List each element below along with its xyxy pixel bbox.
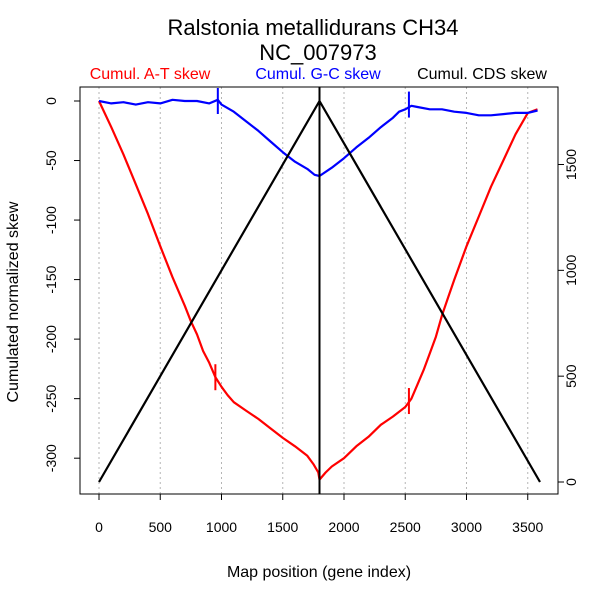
y-left-tick-label: -200: [43, 325, 59, 353]
x-tick-label: 2500: [390, 519, 421, 535]
x-axis-label: Map position (gene index): [227, 564, 411, 581]
y-right-tick-label: 0: [563, 478, 579, 486]
y-left-tick-label: -300: [43, 444, 59, 472]
x-tick-label: 3500: [512, 519, 543, 535]
series-layer: [98, 87, 541, 494]
series-line-0: [98, 100, 538, 481]
x-tick-label: 2000: [328, 519, 359, 535]
y-left-tick-label: -250: [43, 384, 59, 412]
y-left-tick-label: -50: [43, 150, 59, 170]
x-tick-label: 0: [95, 519, 103, 535]
y-left-tick-label: -150: [43, 265, 59, 293]
y-right-tick-label: 1000: [563, 255, 579, 286]
y-axis-label: Cumulated normalized skew: [5, 201, 22, 402]
chart-subtitle: NC_007973: [259, 40, 376, 65]
y-left-tick-label: 0: [43, 97, 59, 105]
markers-layer: [214, 88, 410, 415]
y-left-tick-label: -100: [43, 206, 59, 234]
x-tick-label: 500: [149, 519, 173, 535]
y-right-tick-label: 500: [563, 364, 579, 388]
legend-at-label: Cumul. A-T skew: [90, 66, 211, 83]
y-right-axis: 0 500 1000 1500: [558, 149, 579, 486]
series-line-1: [98, 98, 538, 178]
x-axis: 0 500 1000 1500 2000 2500 3000 3500: [95, 493, 544, 535]
x-tick-label: 1500: [267, 519, 298, 535]
x-tick-label: 3000: [451, 519, 482, 535]
x-tick-label: 1000: [206, 519, 237, 535]
grid-lines: [98, 87, 529, 494]
legend-cds-label: Cumul. CDS skew: [417, 66, 547, 83]
chart-title: Ralstonia metallidurans CH34: [167, 15, 458, 40]
y-right-tick-label: 1500: [563, 149, 579, 180]
y-left-axis: 0 -50 -100 -150 -200 -250 -300: [43, 97, 80, 472]
legend-gc-label: Cumul. G-C skew: [255, 66, 381, 83]
